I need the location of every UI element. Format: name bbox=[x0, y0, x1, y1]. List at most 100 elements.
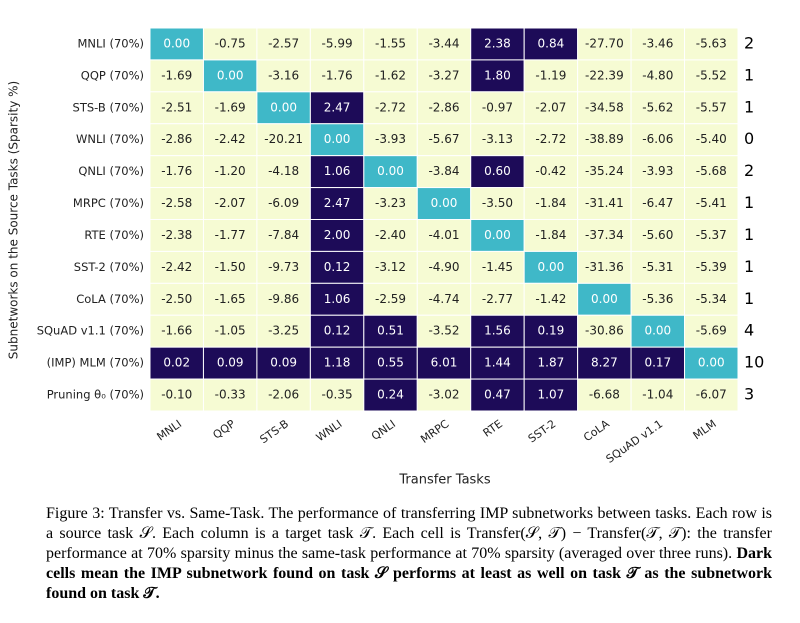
cell-label: -22.39 bbox=[585, 68, 624, 82]
cell-label: -5.68 bbox=[696, 164, 727, 178]
heatmap-cell bbox=[523, 282, 579, 316]
heatmap-cell bbox=[630, 378, 686, 412]
column-label: MNLI bbox=[155, 417, 185, 443]
cell-label: 1.44 bbox=[484, 356, 511, 370]
cell-label: 2.47 bbox=[324, 100, 351, 114]
cell-label: -3.52 bbox=[428, 324, 459, 338]
cell-label: -2.77 bbox=[482, 292, 513, 306]
cell-label: -3.44 bbox=[428, 36, 459, 50]
heatmap-cell bbox=[363, 59, 418, 93]
heatmap-cell bbox=[416, 378, 472, 412]
cell-label: -6.68 bbox=[589, 388, 620, 402]
cell-label: 0.00 bbox=[431, 196, 458, 210]
heatmap-cell bbox=[416, 314, 472, 348]
cell-label: 8.27 bbox=[591, 356, 618, 370]
row-count: 3 bbox=[744, 385, 754, 404]
cell-label: 1.87 bbox=[538, 356, 565, 370]
cell-label: -1.84 bbox=[535, 228, 566, 242]
cell-label: -5.57 bbox=[696, 100, 727, 114]
heatmap-cell bbox=[202, 250, 258, 284]
cell-label: 1.80 bbox=[484, 68, 511, 82]
heatmap-cell bbox=[577, 91, 632, 125]
cell-label: -38.89 bbox=[585, 132, 624, 146]
cell-label: -2.07 bbox=[215, 196, 246, 210]
cell-label: 0.84 bbox=[538, 36, 565, 50]
cell-label: 1.06 bbox=[324, 164, 351, 178]
cell-label: -3.84 bbox=[428, 164, 459, 178]
cell-label: -1.62 bbox=[375, 68, 406, 82]
heatmap-cell bbox=[630, 346, 686, 380]
heatmap-cell bbox=[256, 314, 311, 348]
cell-label: -0.35 bbox=[322, 388, 353, 402]
heatmap-cell bbox=[149, 91, 204, 125]
cell-label: -4.01 bbox=[428, 228, 459, 242]
heatmap-cell bbox=[577, 346, 632, 380]
cell-label: -2.57 bbox=[268, 36, 299, 50]
cell-label: -9.86 bbox=[268, 292, 299, 306]
cell-label: -2.51 bbox=[161, 100, 192, 114]
heatmap-cell bbox=[149, 314, 204, 348]
heatmap-cell bbox=[470, 91, 525, 125]
cell-label: 0.12 bbox=[324, 324, 351, 338]
heatmap-cell bbox=[309, 250, 365, 284]
cell-label: -1.77 bbox=[215, 228, 246, 242]
cell-label: -3.46 bbox=[642, 36, 673, 50]
row-count: 4 bbox=[744, 321, 754, 340]
row-label: QNLI (70%) bbox=[78, 164, 144, 178]
heatmap-cell bbox=[523, 59, 579, 93]
cell-label: 0.00 bbox=[591, 292, 618, 306]
cell-label: -3.02 bbox=[428, 388, 459, 402]
cell-label: 0.24 bbox=[377, 388, 404, 402]
heatmap-cell bbox=[202, 155, 258, 189]
row-count: 1 bbox=[744, 193, 754, 212]
row-count: 0 bbox=[744, 129, 754, 148]
heatmap-cell bbox=[309, 219, 365, 252]
cell-label: 0.00 bbox=[484, 228, 511, 242]
heatmap-cell bbox=[523, 219, 579, 252]
cell-label: -2.42 bbox=[161, 260, 192, 274]
heatmap-cell bbox=[149, 250, 204, 284]
column-label: MLM bbox=[691, 417, 719, 442]
cell-label: -6.07 bbox=[696, 388, 727, 402]
x-axis-label: Transfer Tasks bbox=[398, 473, 490, 488]
row-count: 1 bbox=[744, 257, 754, 276]
column-label: STS-B bbox=[258, 417, 292, 446]
cell-label: 0.00 bbox=[163, 36, 190, 50]
cell-label: -1.69 bbox=[161, 68, 192, 82]
cell-label: -5.40 bbox=[696, 132, 727, 146]
caption: Figure 3: Transfer vs. Same-Task. The pe… bbox=[46, 504, 772, 604]
cell-label: -3.27 bbox=[428, 68, 459, 82]
heatmap-cell bbox=[684, 155, 739, 189]
heatmap-cell bbox=[470, 219, 525, 252]
cell-label: -6.06 bbox=[642, 132, 673, 146]
cell-label: -3.93 bbox=[642, 164, 673, 178]
heatmap-cell bbox=[149, 282, 204, 316]
cell-label: 0.00 bbox=[538, 260, 565, 274]
cell-label: -1.65 bbox=[215, 292, 246, 306]
cell-label: -37.34 bbox=[585, 228, 624, 242]
cell-label: -0.97 bbox=[482, 100, 513, 114]
cell-label: -5.67 bbox=[428, 132, 459, 146]
heatmap-cell bbox=[149, 219, 204, 252]
cell-label: 0.47 bbox=[484, 388, 511, 402]
cell-label: -2.86 bbox=[161, 132, 192, 146]
cell-label: -27.70 bbox=[585, 36, 624, 50]
column-label: WNLI bbox=[314, 417, 345, 444]
cell-label: -1.69 bbox=[215, 100, 246, 114]
cell-label: -0.10 bbox=[161, 388, 192, 402]
cell-label: -31.36 bbox=[585, 260, 624, 274]
heatmap-cell bbox=[416, 187, 472, 220]
cell-label: -1.05 bbox=[215, 324, 246, 338]
heatmap-cell bbox=[684, 123, 739, 157]
heatmap-cell bbox=[470, 123, 525, 157]
row-count: 1 bbox=[744, 97, 754, 116]
row-label: SQuAD v1.1 (70%) bbox=[37, 324, 144, 338]
cell-label: -2.42 bbox=[215, 132, 246, 146]
caption-text: Transfer vs. Same-Task. The performance … bbox=[46, 505, 773, 562]
row-label: MNLI (70%) bbox=[77, 36, 144, 50]
cell-label: -1.76 bbox=[161, 164, 192, 178]
heatmap-cell bbox=[202, 27, 258, 61]
cell-label: -2.86 bbox=[428, 100, 459, 114]
heatmap-cell bbox=[523, 378, 579, 412]
